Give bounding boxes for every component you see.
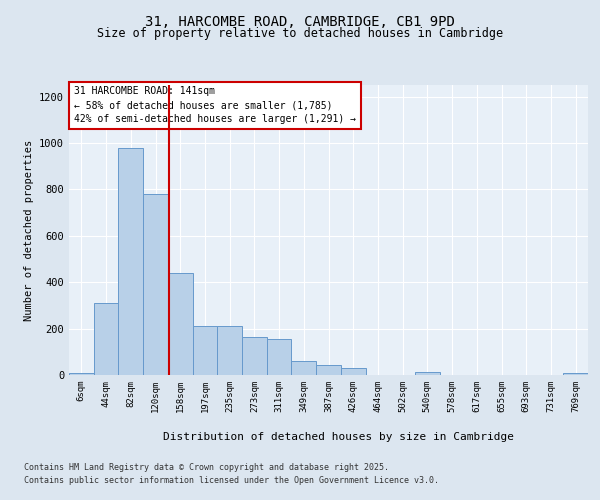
Bar [94,303,118,375]
Text: Distribution of detached houses by size in Cambridge: Distribution of detached houses by size … [163,432,515,442]
Bar [341,368,365,375]
Bar [292,361,316,375]
Bar [143,194,168,375]
Text: 31, HARCOMBE ROAD, CAMBRIDGE, CB1 9PD: 31, HARCOMBE ROAD, CAMBRIDGE, CB1 9PD [145,15,455,29]
Y-axis label: Number of detached properties: Number of detached properties [23,140,34,320]
Text: Contains public sector information licensed under the Open Government Licence v3: Contains public sector information licen… [24,476,439,485]
Bar [168,273,193,375]
Bar [563,373,588,375]
Bar [316,364,341,375]
Bar [267,339,292,375]
Bar [242,336,267,375]
Text: Contains HM Land Registry data © Crown copyright and database right 2025.: Contains HM Land Registry data © Crown c… [24,464,389,472]
Bar [415,372,440,375]
Bar [118,148,143,375]
Text: Size of property relative to detached houses in Cambridge: Size of property relative to detached ho… [97,28,503,40]
Bar [217,326,242,375]
Text: 31 HARCOMBE ROAD: 141sqm
← 58% of detached houses are smaller (1,785)
42% of sem: 31 HARCOMBE ROAD: 141sqm ← 58% of detach… [74,86,356,124]
Bar [69,372,94,375]
Bar [193,326,217,375]
